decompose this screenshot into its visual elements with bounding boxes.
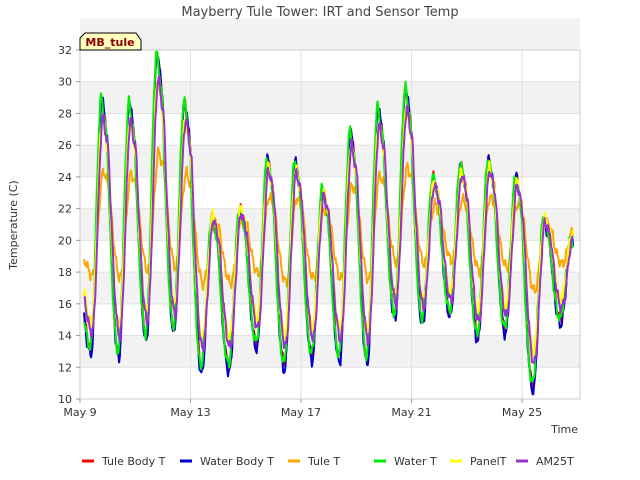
legend-item: Tule T <box>288 455 340 468</box>
y-tick-label: 30 <box>58 76 72 89</box>
series-line-6 <box>83 75 574 364</box>
legend-item: Water T <box>374 455 437 468</box>
legend: Tule Body T Water Body T Tule T Water T Pane… <box>82 455 574 468</box>
x-axis-label: Time <box>550 423 578 436</box>
legend-item: Tule Body T <box>82 455 166 468</box>
legend-item: PanelT <box>450 455 507 468</box>
y-tick-label: 32 <box>58 44 72 57</box>
y-axis-ticks: 10 12 14 16 18 20 22 24 26 28 30 32 <box>58 44 80 406</box>
y-tick-label: 10 <box>58 393 72 406</box>
legend-label: Water Body T <box>200 455 274 468</box>
legend-label: Tule T <box>307 455 340 468</box>
x-tick-label: May 21 <box>391 406 431 419</box>
legend-label: Tule Body T <box>101 455 166 468</box>
y-tick-label: 14 <box>58 330 72 343</box>
legend-label: PanelT <box>470 455 507 468</box>
y-tick-label: 18 <box>58 266 72 279</box>
x-tick-label: May 13 <box>170 406 210 419</box>
legend-label: AM25T <box>536 455 574 468</box>
y-tick-label: 16 <box>58 298 72 311</box>
legend-item: AM25T <box>516 455 574 468</box>
legend-label: Water T <box>394 455 437 468</box>
y-tick-label: 26 <box>58 139 72 152</box>
background-band <box>80 18 580 50</box>
y-tick-label: 24 <box>58 171 72 184</box>
x-tick-label: May 25 <box>502 406 542 419</box>
station-badge-box <box>79 32 142 51</box>
x-tick-label: May 9 <box>63 406 96 419</box>
background-band <box>80 335 580 368</box>
chart-title: Mayberry Tule Tower: IRT and Sensor Temp <box>181 5 458 20</box>
background-band <box>80 272 580 304</box>
x-tick-label: May 17 <box>281 406 321 419</box>
station-badge-label: MB_tule <box>85 36 134 49</box>
legend-item: Water Body T <box>180 455 274 468</box>
station-badge: MB_tule <box>79 32 142 51</box>
plot-frame <box>79 49 581 400</box>
series-lines <box>83 50 575 396</box>
y-tick-label: 22 <box>58 203 72 216</box>
y-tick-label: 28 <box>58 107 72 120</box>
y-tick-label: 20 <box>58 234 72 247</box>
x-axis-ticks: May 9 May 13 May 17 May 21 May 25 <box>63 399 542 419</box>
y-axis-label: Temperature (C) <box>7 180 20 270</box>
y-tick-label: 12 <box>58 361 72 374</box>
